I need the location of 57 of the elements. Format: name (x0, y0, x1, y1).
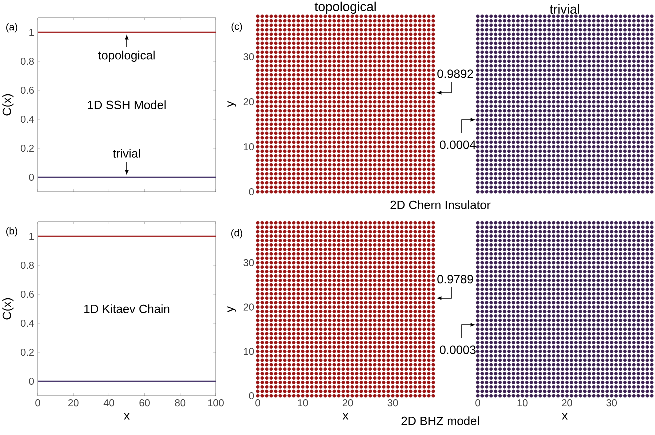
annotation: 1D SSH Model (88, 100, 166, 110)
x-tick-label: 10 (298, 400, 308, 407)
y-tick-label: 30 (244, 53, 254, 61)
annotation: 0.9789 (438, 275, 474, 284)
y-tick-label: 20 (244, 98, 254, 106)
x-tick-label: 10 (518, 400, 528, 407)
y-tick-label: 0.6 (20, 290, 34, 298)
y-tick-label: 0.4 (20, 320, 34, 328)
chart-title: trivial (550, 4, 580, 14)
text: (b) (6, 227, 18, 237)
y-tick-label: 30 (244, 259, 254, 266)
y-axis-title: y (228, 101, 237, 108)
y-tick-label: 1 (30, 233, 34, 240)
y-axis-title: C(x) (2, 94, 14, 116)
x-tick-label: 30 (388, 400, 398, 407)
annotation: 0.0003 (440, 346, 476, 354)
y-tick-label: 0.2 (20, 348, 34, 356)
y-tick-label: 0.8 (20, 262, 34, 270)
text: 2D BHZ model (402, 416, 480, 426)
text: (d) (232, 229, 242, 239)
text: 2D Chern Insulator (390, 200, 491, 210)
x-tick-label: 40 (104, 400, 114, 407)
y-tick-label: 0 (249, 392, 254, 400)
annotation: trivial (113, 149, 140, 158)
x-axis-title: x (342, 413, 349, 420)
annotation: 0.9892 (438, 70, 474, 78)
y-tick-label: 0.6 (20, 86, 34, 94)
x-tick-label: 20 (562, 400, 572, 407)
text: (c) (232, 22, 242, 32)
y-tick-label: 10 (244, 348, 254, 356)
x-tick-label: 60 (140, 400, 150, 407)
y-tick-label: 0.4 (20, 116, 34, 124)
x-tick-label: 20 (342, 400, 354, 407)
y-axis-title: C(x) (2, 298, 14, 320)
y-tick-label: 0 (249, 188, 254, 196)
x-tick-label: 0 (476, 400, 480, 407)
annotation: 0.0004 (440, 140, 476, 150)
x-tick-label: 100 (208, 400, 224, 407)
y-axis-title: y (228, 306, 237, 312)
y-tick-label: 0 (29, 174, 34, 182)
y-tick-label: 0.2 (20, 144, 34, 152)
annotation: 1D Kitaev Chain (84, 304, 170, 314)
y-tick-label: 0 (29, 378, 34, 386)
x-axis-title: x (562, 413, 568, 420)
annotation: topological (98, 50, 155, 62)
y-tick-label: 1 (30, 29, 34, 36)
y-tick-label: 0.8 (20, 58, 34, 66)
x-axis-title: x (124, 413, 130, 420)
x-tick-label: 0 (256, 400, 260, 407)
chart-title: topological (314, 2, 376, 14)
x-tick-label: 80 (175, 400, 186, 407)
x-tick-label: 30 (606, 400, 618, 407)
y-tick-label: 10 (244, 143, 254, 151)
x-tick-label: 0 (36, 400, 40, 407)
y-tick-label: 20 (244, 304, 254, 311)
x-tick-label: 20 (68, 400, 79, 407)
text: (a) (6, 23, 18, 33)
